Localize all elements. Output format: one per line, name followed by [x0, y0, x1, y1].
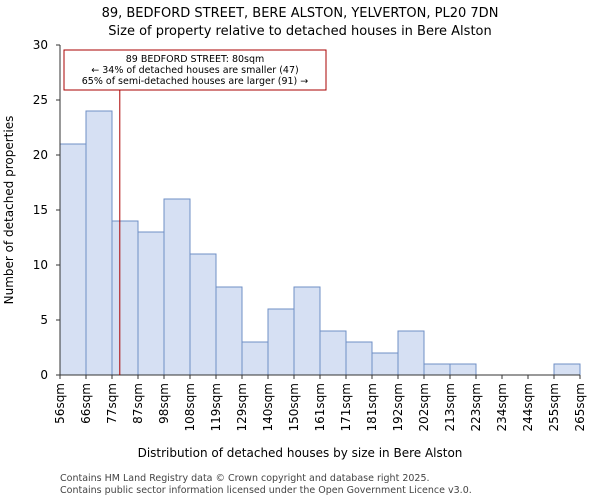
bar-119sqm: [215, 286, 243, 376]
x-tick-label: 202sqm: [417, 383, 431, 431]
x-tick-label: 161sqm: [313, 383, 327, 431]
footer-line2: Contains public sector information licen…: [60, 485, 472, 496]
bar-202sqm: [423, 363, 451, 376]
y-tick-label: 0: [40, 368, 48, 382]
footer-line1: Contains HM Land Registry data © Crown c…: [60, 473, 430, 484]
bar-213sqm: [449, 363, 477, 376]
bars-group: [59, 110, 581, 376]
bar-171sqm: [345, 341, 373, 376]
annotation-line2: ← 34% of detached houses are smaller (47…: [91, 65, 298, 76]
bar-150sqm: [293, 286, 321, 376]
y-tick-label: 15: [33, 203, 48, 217]
x-tick-label: 265sqm: [573, 383, 587, 431]
x-tick-label: 87sqm: [131, 383, 145, 424]
x-tick-label: 213sqm: [443, 383, 457, 431]
y-tick-label: 10: [33, 258, 48, 272]
y-axis: 0 5 10 15 20 25 30: [33, 38, 61, 382]
x-tick-label: 192sqm: [391, 383, 405, 431]
y-axis-label: Number of detached properties: [2, 116, 16, 305]
y-tick-label: 25: [33, 93, 48, 107]
x-tick-label: 129sqm: [235, 383, 249, 431]
x-tick-label: 150sqm: [287, 383, 301, 431]
x-tick-label: 56sqm: [53, 383, 67, 424]
bar-98sqm: [163, 198, 191, 376]
annotation-box-border: [63, 49, 327, 91]
x-tick-label: 171sqm: [339, 383, 353, 431]
bar-255sqm: [553, 363, 581, 376]
bar-129sqm: [241, 341, 269, 376]
bar-192sqm: [397, 330, 425, 376]
x-tick-label: 181sqm: [365, 383, 379, 431]
x-tick-label: 66sqm: [79, 383, 93, 424]
x-tick-label: 98sqm: [157, 383, 171, 424]
y-tick-label: 20: [33, 148, 48, 162]
annotation-box: 89 BEDFORD STREET: 80sqm ← 34% of detach…: [63, 49, 327, 91]
bar-181sqm: [371, 352, 399, 376]
bar-56sqm: [59, 143, 87, 376]
x-tick-label: 244sqm: [521, 383, 535, 431]
bar-77sqm: [111, 220, 139, 376]
y-tick-label: 5: [40, 313, 48, 327]
annotation-line3: 65% of semi-detached houses are larger (…: [82, 76, 309, 87]
annotation-line1: 89 BEDFORD STREET: 80sqm: [126, 54, 265, 65]
x-tick-label: 140sqm: [261, 383, 275, 431]
x-axis: 56sqm 66sqm 77sqm 87sqm 98sqm 108sqm 119sqm 129…: [53, 374, 587, 431]
x-tick-label: 77sqm: [105, 383, 119, 424]
bar-140sqm: [267, 308, 295, 376]
bar-66sqm: [85, 110, 113, 376]
x-tick-label: 234sqm: [495, 383, 509, 431]
x-tick-label: 223sqm: [469, 383, 483, 431]
y-tick-label: 30: [33, 38, 48, 52]
bar-161sqm: [319, 330, 347, 376]
x-tick-label: 255sqm: [547, 383, 561, 431]
x-tick-label: 119sqm: [209, 383, 223, 431]
bar-87sqm: [137, 231, 165, 376]
x-axis-label: Distribution of detached houses by size …: [138, 446, 463, 460]
chart-title-line1: 89, BEDFORD STREET, BERE ALSTON, YELVERT…: [102, 6, 499, 21]
chart-title-line2: Size of property relative to detached ho…: [108, 24, 491, 39]
x-tick-label: 108sqm: [183, 383, 197, 431]
bar-108sqm: [189, 253, 217, 376]
